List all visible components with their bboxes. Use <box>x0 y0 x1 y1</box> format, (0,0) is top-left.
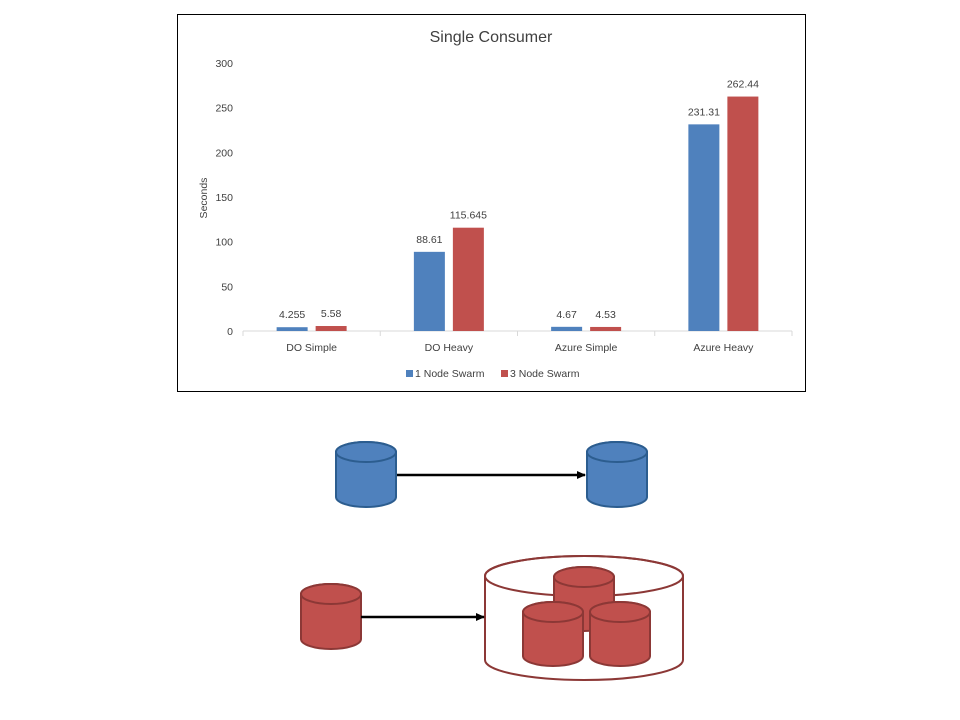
legend-swatch <box>501 370 508 377</box>
data-label: 231.31 <box>688 106 720 118</box>
bar-chart: Single Consumer Seconds 0 50 100 150 200 250 3… <box>198 29 793 380</box>
bar <box>727 96 759 332</box>
y-axis-label: Seconds <box>198 178 210 219</box>
y-tick-label: 250 <box>215 103 233 115</box>
bar <box>276 327 308 331</box>
database-cylinder <box>522 601 584 667</box>
y-tick-label: 300 <box>215 58 233 70</box>
data-label: 4.67 <box>556 309 577 321</box>
y-axis-ticks: 0 50 100 150 200 250 300 <box>215 58 233 338</box>
database-cylinder <box>589 601 651 667</box>
data-label: 262.44 <box>727 79 759 91</box>
architecture-diagram <box>300 441 684 681</box>
database-cylinder <box>586 441 648 508</box>
y-tick-label: 0 <box>227 326 233 338</box>
data-label: 88.61 <box>416 234 442 246</box>
legend-swatch <box>406 370 413 377</box>
category-label: Azure Simple <box>555 342 618 354</box>
bars: 4.255 5.58 88.61 115.645 4.67 4.53 231.31 262.4… <box>276 79 759 332</box>
y-tick-label: 100 <box>215 237 233 249</box>
data-label: 4.255 <box>279 309 305 321</box>
bar <box>590 326 622 331</box>
category-label: Azure Heavy <box>693 342 754 354</box>
legend: 1 Node Swarm 3 Node Swarm <box>406 368 580 380</box>
database-cylinder <box>335 441 397 508</box>
data-label: 115.645 <box>450 210 487 222</box>
chart-frame: Single Consumer Seconds 0 50 100 150 200 250 3… <box>177 14 806 392</box>
bar <box>413 251 445 331</box>
y-tick-label: 50 <box>221 281 233 293</box>
data-label: 5.58 <box>321 308 342 320</box>
bar <box>551 326 583 331</box>
category-label: DO Heavy <box>425 342 474 354</box>
category-label: DO Simple <box>286 342 337 354</box>
database-cylinder <box>300 583 362 650</box>
legend-label: 3 Node Swarm <box>510 368 580 380</box>
bar <box>688 124 720 331</box>
y-tick-label: 150 <box>215 192 233 204</box>
legend-label: 1 Node Swarm <box>415 368 485 380</box>
x-axis-tick-marks <box>242 331 793 336</box>
chart-title: Single Consumer <box>430 29 553 46</box>
y-tick-label: 200 <box>215 147 233 159</box>
bar <box>315 326 347 331</box>
bar <box>452 227 484 331</box>
category-labels: DO Simple DO Heavy Azure Simple Azure Heavy <box>286 342 754 354</box>
data-label: 4.53 <box>595 309 616 321</box>
